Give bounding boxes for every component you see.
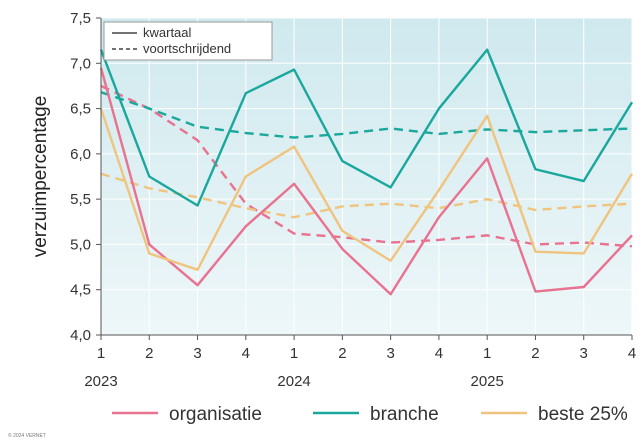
series-branche-kwartaal-line: [99, 48, 634, 207]
x-tick-label: 2: [338, 345, 346, 362]
x-tick-label: 4: [242, 345, 250, 362]
series-organisatie-voortschrijdend-line: [100, 84, 633, 248]
series-branche-voortschrijdend-line: [100, 91, 633, 139]
series-beste-25-voortschrijdend-line: [100, 172, 633, 219]
legend-label-solid: kwartaal: [143, 25, 192, 40]
plot-area: [101, 18, 632, 335]
x-tick-label: 1: [97, 345, 105, 362]
legend-label-organisatie: organisatie: [169, 404, 262, 425]
legend-label-branche: branche: [370, 404, 439, 425]
x-year-label: 2025: [470, 373, 503, 390]
x-tick-label: 3: [580, 345, 588, 362]
y-tick-label: 6,5: [70, 101, 91, 118]
line-style-legend-box: [103, 21, 273, 61]
y-axis-label: verzuimpercentage: [30, 96, 51, 258]
y-tick-label: 7,0: [70, 55, 91, 72]
y-tick-label: 4,5: [70, 282, 91, 299]
y-tick-label: 5,0: [70, 236, 91, 253]
x-year-label: 2023: [84, 373, 117, 390]
x-tick-label: 2: [145, 345, 153, 362]
y-tick-label: 6,0: [70, 146, 91, 163]
x-tick-label: 3: [193, 345, 201, 362]
x-tick-label: 1: [290, 345, 298, 362]
x-tick-label: 4: [628, 345, 636, 362]
x-tick-label: 2: [531, 345, 539, 362]
x-tick-label: 3: [386, 345, 394, 362]
legend-label-dashed: voortschrijdend: [143, 41, 231, 56]
x-year-label: 2024: [277, 373, 310, 390]
copyright-text: © 2024 VERNET: [8, 432, 46, 439]
x-tick-label: 1: [483, 345, 491, 362]
series-beste-25-kwartaal-line: [99, 108, 634, 271]
legend-label-beste-25: beste 25%: [538, 404, 628, 425]
y-tick-label: 7,5: [70, 10, 91, 27]
y-tick-label: 4,0: [70, 327, 91, 344]
series-organisatie-kwartaal-line: [99, 67, 633, 296]
x-tick-label: 4: [435, 345, 443, 362]
y-tick-label: 5,5: [70, 191, 91, 208]
